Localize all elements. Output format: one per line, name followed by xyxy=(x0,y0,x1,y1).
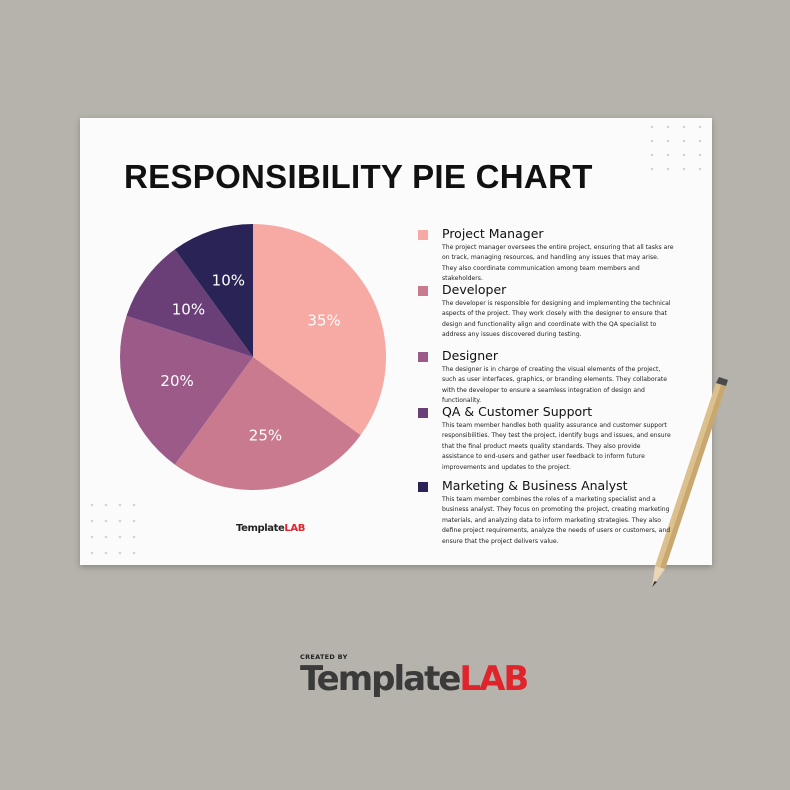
dot xyxy=(104,503,108,507)
pencil-cap xyxy=(716,377,728,386)
dot xyxy=(104,519,108,523)
dot xyxy=(118,551,122,555)
pie-slice xyxy=(174,224,253,357)
legend-swatch xyxy=(418,230,428,240)
slice-label: 10% xyxy=(212,272,245,290)
pencil-edge xyxy=(660,385,726,569)
big-logo: CREATED BY TemplateLAB xyxy=(300,653,529,699)
legend-swatch xyxy=(418,408,428,418)
slice-label: 20% xyxy=(160,372,193,390)
chart-title: RESPONSIBILITY PIE CHART xyxy=(124,158,593,195)
legend-label: Developer xyxy=(442,282,507,297)
dot xyxy=(132,535,136,539)
legend-swatch xyxy=(418,352,428,362)
legend-label: Marketing & Business Analyst xyxy=(442,478,628,493)
pie-slice xyxy=(174,357,361,491)
dot xyxy=(132,519,136,523)
created-by: CREATED BY xyxy=(300,653,348,661)
dot xyxy=(698,125,702,129)
legend-label: QA & Customer Support xyxy=(442,404,593,419)
slice-label: 35% xyxy=(307,311,340,329)
small-logo: TemplateLAB xyxy=(236,523,305,534)
logo: TemplateLAB xyxy=(300,659,529,699)
pie-slice xyxy=(126,249,253,357)
dot xyxy=(118,503,122,507)
pie-slice xyxy=(253,224,387,436)
dot xyxy=(104,551,108,555)
logo-template: Template xyxy=(236,523,285,534)
legend-label: Project Manager xyxy=(442,226,544,241)
logo-lab: LAB xyxy=(284,523,305,534)
dot xyxy=(666,139,670,143)
legend-description: This team member handles both quality as… xyxy=(442,422,671,471)
dot xyxy=(90,551,94,555)
legend-label: Designer xyxy=(442,348,498,363)
pie-slice xyxy=(119,315,253,465)
dot xyxy=(682,167,686,171)
dot xyxy=(682,139,686,143)
slice-label: 25% xyxy=(249,426,282,444)
dot xyxy=(650,167,654,171)
legend-description: This team member combines the roles of a… xyxy=(442,496,671,545)
dot xyxy=(666,167,670,171)
dot xyxy=(90,519,94,523)
legend-description: The developer is responsible for designi… xyxy=(442,300,671,339)
legend-description: The project manager oversees the entire … xyxy=(442,244,674,283)
legend-swatch xyxy=(418,286,428,296)
dot xyxy=(682,125,686,129)
dot xyxy=(90,535,94,539)
dot xyxy=(90,503,94,507)
dot xyxy=(682,153,686,157)
pencil-lead xyxy=(652,581,657,587)
dot xyxy=(666,153,670,157)
dot xyxy=(118,535,122,539)
logo-template: Template xyxy=(300,659,461,699)
logo-lab: LAB xyxy=(459,659,529,699)
legend-swatch xyxy=(418,482,428,492)
dot xyxy=(698,167,702,171)
dot xyxy=(650,125,654,129)
dot xyxy=(104,535,108,539)
legend-description: The designer is in charge of creating th… xyxy=(442,366,668,405)
slice-label: 10% xyxy=(172,301,205,319)
dot xyxy=(650,153,654,157)
dot xyxy=(698,139,702,143)
dot xyxy=(118,519,122,523)
dot xyxy=(666,125,670,129)
dot xyxy=(650,139,654,143)
dot xyxy=(132,551,136,555)
dot xyxy=(698,153,702,157)
dot xyxy=(132,503,136,507)
